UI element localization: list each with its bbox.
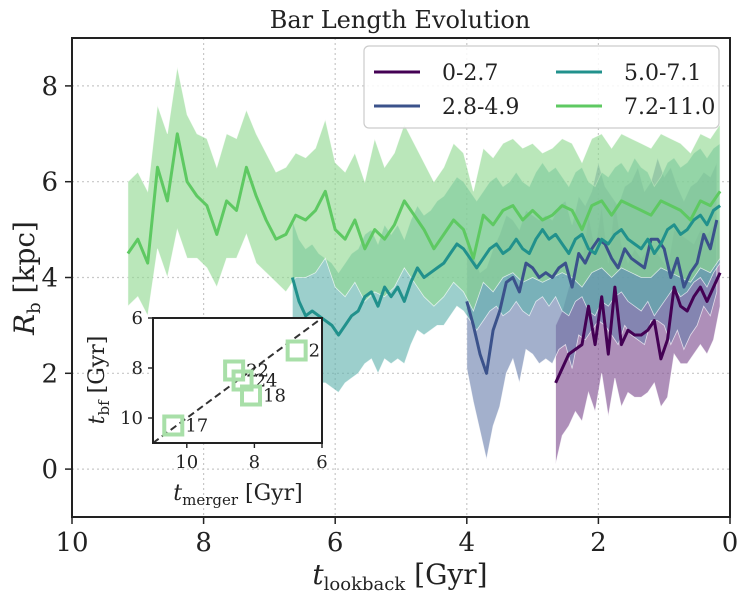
inset-y-label: tbf [Gyr] bbox=[85, 336, 113, 425]
series-line-2 bbox=[290, 204, 721, 337]
x-axis-label: tlookback [Gyr] bbox=[312, 558, 487, 595]
inset-y-tick-label: 8 bbox=[132, 358, 143, 379]
inset-ticks: 10 8 6 6 8 10 bbox=[120, 308, 328, 473]
legend-label-2: 5.0-7.1 bbox=[624, 61, 701, 86]
inset-x-tick-label: 6 bbox=[316, 452, 327, 473]
y-axis-label: Rb [kpc] bbox=[8, 221, 45, 336]
series-line-3 bbox=[126, 132, 722, 265]
inset-x-tick-label: 8 bbox=[249, 452, 260, 473]
y-tick-label: 0 bbox=[41, 455, 58, 485]
inset-y-tick-label: 6 bbox=[132, 308, 143, 329]
series-lines bbox=[126, 132, 722, 384]
legend-label-1: 2.8-4.9 bbox=[442, 95, 519, 120]
inset-marker-0 bbox=[285, 339, 308, 362]
x-tick-label: 10 bbox=[55, 528, 88, 558]
y-tick-label: 6 bbox=[41, 168, 58, 198]
x-tick-label: 8 bbox=[195, 528, 212, 558]
series-line-0 bbox=[554, 272, 722, 384]
y-tick-label: 8 bbox=[41, 72, 58, 102]
inset-marker-3 bbox=[240, 384, 263, 407]
inset-x-tick-label: 10 bbox=[175, 452, 198, 473]
legend-label-3: 7.2-11.0 bbox=[624, 95, 715, 120]
series-band-3 bbox=[127, 66, 721, 318]
y-tick-label: 2 bbox=[41, 359, 58, 389]
x-tick-label: 0 bbox=[722, 528, 739, 558]
inset-point-label-0: 2 bbox=[309, 341, 320, 362]
y-tick-label: 4 bbox=[41, 264, 58, 294]
chart-title: Bar Length Evolution bbox=[270, 6, 531, 34]
legend: 0-2.7 2.8-4.9 5.0-7.1 7.2-11.0 bbox=[363, 45, 720, 129]
x-tick-label: 4 bbox=[459, 528, 476, 558]
series-bands bbox=[127, 66, 721, 465]
inset-marker-4 bbox=[162, 414, 185, 437]
inset-point-label-4: 17 bbox=[185, 416, 208, 437]
inset-y-tick-label: 10 bbox=[120, 408, 143, 429]
inset-frame bbox=[152, 317, 323, 444]
series-line-1 bbox=[465, 219, 719, 375]
legend-label-0: 0-2.7 bbox=[442, 61, 498, 86]
inset-x-label: tmerger [Gyr] bbox=[173, 481, 302, 509]
x-tick-label: 2 bbox=[590, 528, 607, 558]
legend-box bbox=[363, 45, 720, 129]
y-axis-ticks: 0 2 4 6 8 bbox=[41, 72, 72, 485]
x-axis-ticks: 10 8 6 4 2 0 bbox=[55, 517, 738, 558]
inset-point-label-3: 18 bbox=[263, 386, 286, 407]
x-tick-label: 6 bbox=[327, 528, 344, 558]
